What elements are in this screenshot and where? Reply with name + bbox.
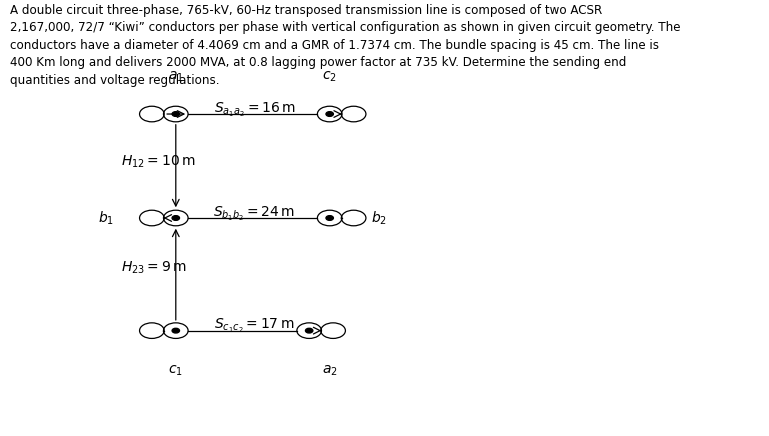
Circle shape [172, 112, 179, 116]
Text: $H_{12} = 10\,\mathrm{m}$: $H_{12} = 10\,\mathrm{m}$ [121, 153, 195, 170]
Circle shape [326, 112, 334, 116]
Text: $a_2$: $a_2$ [321, 363, 338, 378]
Text: $c_2$: $c_2$ [322, 69, 337, 84]
Text: $S_{c_1c_2} = 17\,\mathrm{m}$: $S_{c_1c_2} = 17\,\mathrm{m}$ [215, 317, 295, 335]
Text: $c_1$: $c_1$ [168, 363, 183, 378]
Text: $S_{a_1a_2} = 16\,\mathrm{m}$: $S_{a_1a_2} = 16\,\mathrm{m}$ [214, 101, 295, 119]
Circle shape [172, 328, 179, 333]
Text: $b_1$: $b_1$ [98, 209, 115, 227]
Circle shape [305, 328, 313, 333]
Text: $H_{23} = 9\,\mathrm{m}$: $H_{23} = 9\,\mathrm{m}$ [121, 259, 187, 276]
Text: $S_{b_1b_2} = 24\,\mathrm{m}$: $S_{b_1b_2} = 24\,\mathrm{m}$ [214, 204, 295, 223]
Text: $b_2$: $b_2$ [371, 209, 387, 227]
Text: A double circuit three-phase, 765-kV, 60-Hz transposed transmission line is comp: A double circuit three-phase, 765-kV, 60… [10, 3, 681, 87]
Circle shape [172, 216, 179, 220]
Text: $a_1$: $a_1$ [168, 69, 184, 84]
Circle shape [326, 216, 334, 220]
